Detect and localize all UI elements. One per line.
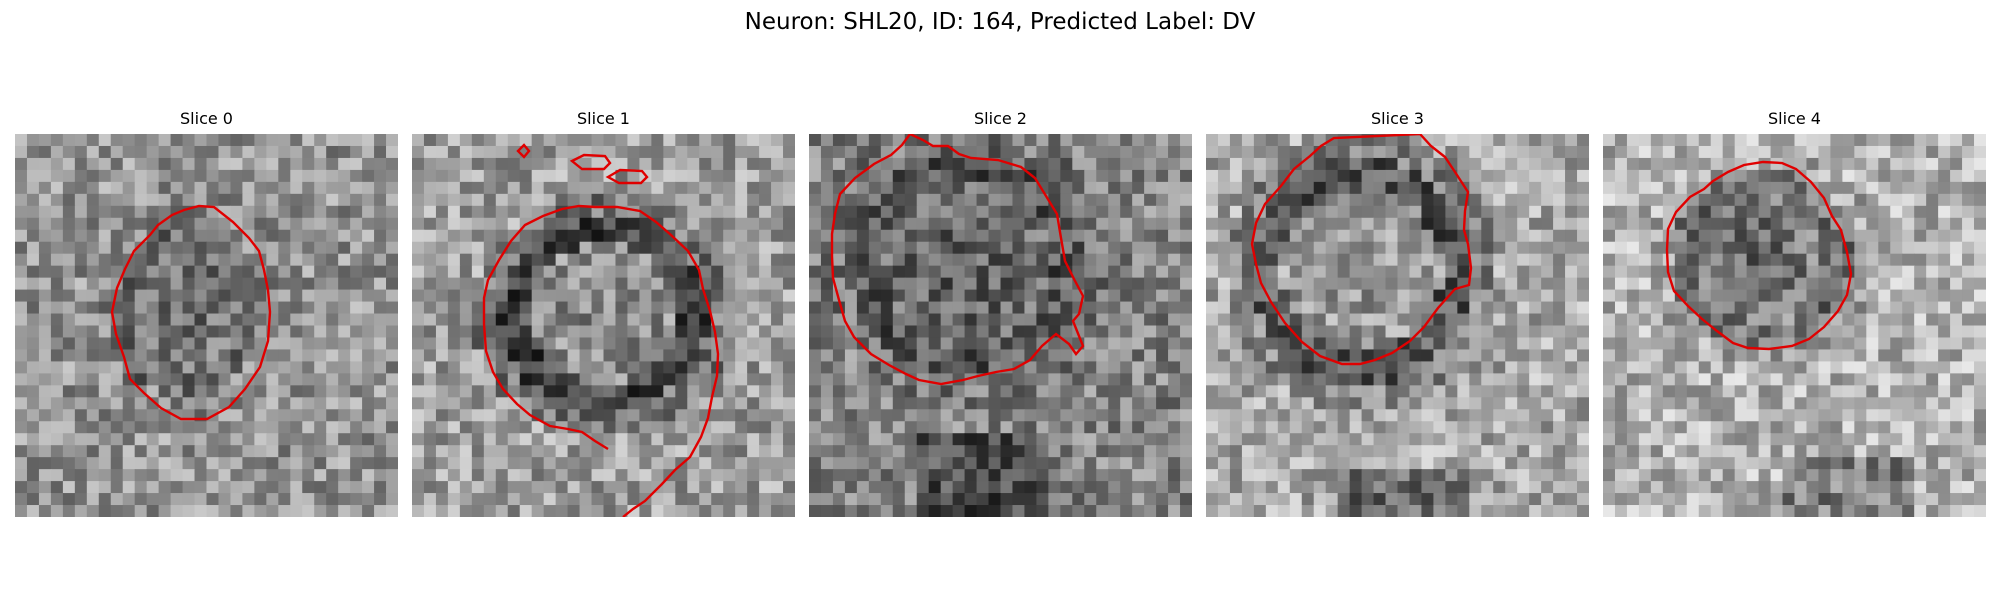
- cell-contour-outline: [110, 204, 272, 421]
- cell-contour-outline: [482, 204, 720, 517]
- cell-contour-outline: [1250, 134, 1473, 366]
- slice-title: Slice 0: [180, 109, 233, 128]
- cell-contour-outline: [830, 134, 1085, 386]
- cell-contour-small-1: [516, 143, 531, 159]
- cell-contour-outline: [1665, 160, 1853, 351]
- slice-image: [809, 134, 1192, 517]
- cell-contour-small-2: [569, 153, 612, 171]
- slice-image: [1603, 134, 1986, 517]
- slice-image: [412, 134, 795, 517]
- slice-panel-3: Slice 3: [1206, 0, 1589, 520]
- slice-image: [15, 134, 398, 517]
- slice-panel-1: Slice 1: [412, 0, 795, 520]
- slice-panel-0: Slice 0: [15, 0, 398, 520]
- slice-title: Slice 3: [1371, 109, 1424, 128]
- cell-contour-small-3: [605, 168, 649, 185]
- slice-title: Slice 2: [974, 109, 1027, 128]
- slice-title: Slice 1: [577, 109, 630, 128]
- slice-panel-4: Slice 4: [1603, 0, 1986, 520]
- slice-title: Slice 4: [1768, 109, 1821, 128]
- figure-title: Neuron: SHL20, ID: 164, Predicted Label:…: [744, 9, 1256, 35]
- slice-panel-2: Slice 2: [809, 0, 1192, 520]
- slice-image: [1206, 134, 1589, 517]
